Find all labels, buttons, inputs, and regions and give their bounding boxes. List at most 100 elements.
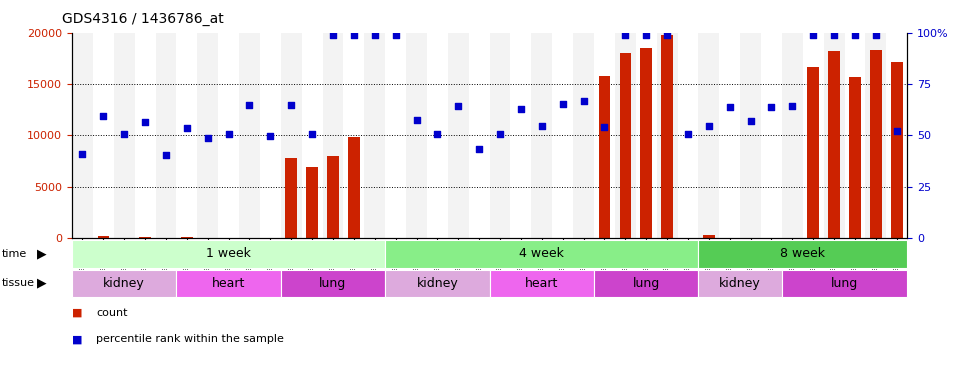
Point [158,152,174,158]
Bar [657,33,678,238]
Bar [113,33,134,238]
Point [889,128,904,134]
Point [638,31,654,38]
Point [388,31,403,38]
Bar [490,33,511,238]
Point [200,136,215,142]
Bar [781,33,803,238]
Text: ▶: ▶ [36,277,46,290]
Bar [531,33,552,238]
Point [471,146,487,152]
Point [347,31,362,38]
Text: GDS4316 / 1436786_at: GDS4316 / 1436786_at [62,12,224,25]
Text: ■: ■ [72,334,83,344]
Bar [181,237,193,238]
Bar [280,270,385,297]
Point [137,119,153,125]
Bar [807,66,819,238]
Bar [306,167,318,238]
Bar [640,48,652,238]
Bar [824,33,845,238]
Point [96,113,111,119]
Point [304,131,320,137]
Bar [850,77,861,238]
Point [116,131,132,137]
Bar [661,35,673,238]
Point [555,101,570,107]
Bar [385,240,698,268]
Bar [98,236,109,238]
Point [367,31,382,38]
Bar [619,53,631,238]
Bar [364,33,385,238]
Text: heart: heart [212,277,246,290]
Text: tissue: tissue [2,278,35,288]
Point [221,131,236,137]
Bar [698,33,719,238]
Point [514,106,529,112]
Point [681,131,696,137]
Bar [72,33,93,238]
Point [722,104,737,110]
Point [325,31,341,38]
Text: 4 week: 4 week [519,247,564,260]
Bar [327,156,339,238]
Text: 8 week: 8 week [780,247,826,260]
Point [827,31,842,38]
Point [450,103,466,109]
Point [75,151,90,157]
Point [492,131,508,137]
Point [180,125,195,131]
Bar [698,270,781,297]
Text: 1 week: 1 week [206,247,251,260]
Bar [599,76,611,238]
Point [743,118,758,124]
Text: kidney: kidney [104,277,145,290]
Point [617,31,633,38]
Bar [285,158,297,238]
Bar [490,270,594,297]
Bar [280,33,301,238]
Point [805,31,821,38]
Bar [828,51,840,238]
Bar [406,33,427,238]
Text: heart: heart [525,277,559,290]
Bar [323,33,344,238]
Point [784,103,800,109]
Point [764,104,780,110]
Text: ■: ■ [72,308,83,318]
Point [660,31,675,38]
Bar [781,270,907,297]
Bar [72,240,385,268]
Text: lung: lung [633,277,660,290]
Bar [614,33,636,238]
Bar [865,33,886,238]
Text: kidney: kidney [719,277,761,290]
Point [242,101,257,108]
Point [576,98,591,104]
Bar [573,33,594,238]
Bar [740,33,761,238]
Text: lung: lung [831,277,858,290]
Bar [703,235,714,238]
Point [868,31,883,38]
Text: kidney: kidney [417,277,458,290]
Text: lung: lung [320,277,347,290]
Point [534,123,549,129]
Bar [197,33,218,238]
Bar [870,50,881,238]
Text: percentile rank within the sample: percentile rank within the sample [96,334,284,344]
Bar [348,137,360,238]
Text: time: time [2,249,27,259]
Bar [698,240,907,268]
Bar [156,33,177,238]
Text: count: count [96,308,128,318]
Bar [72,270,177,297]
Text: ▶: ▶ [36,247,46,260]
Point [283,101,299,108]
Bar [385,270,490,297]
Bar [447,33,468,238]
Bar [177,270,280,297]
Point [409,117,424,123]
Bar [891,63,902,238]
